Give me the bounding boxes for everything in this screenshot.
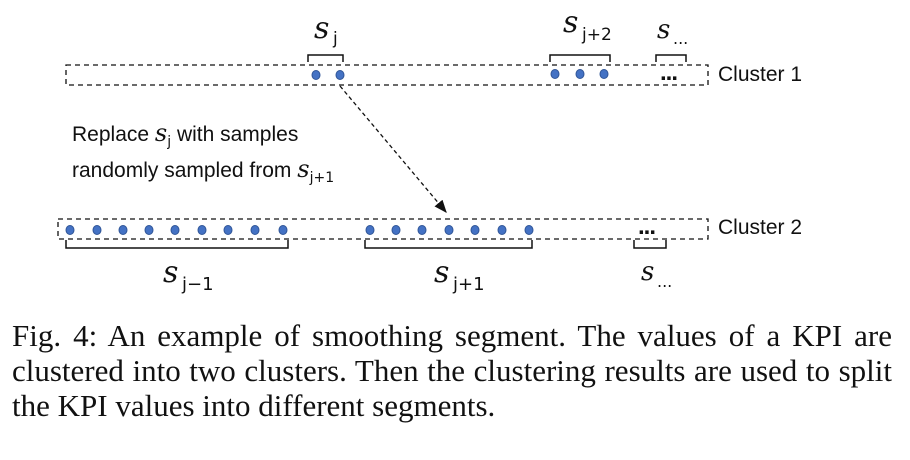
cluster-2-label: Cluster 2 [718, 216, 802, 239]
cluster-2-box [57, 218, 709, 240]
svg-text:Replace sj with samples: Replace sj with samples [72, 119, 298, 150]
svg-text:j+1: j+1 [452, 274, 485, 295]
segment-label-sj2: s j+2 [563, 5, 612, 45]
cluster-2-dots [65, 225, 534, 235]
svg-text:s: s [434, 255, 449, 290]
dot [497, 225, 507, 235]
dot [444, 225, 454, 235]
svg-text:s: s [657, 15, 670, 45]
dot [92, 225, 102, 235]
cluster-1-box [65, 64, 709, 86]
segment-label-sdots-bottom: s ... [641, 257, 672, 291]
dot [197, 225, 207, 235]
dot [365, 225, 375, 235]
dot [311, 70, 321, 80]
svg-text:j−1: j−1 [181, 274, 214, 295]
brace-sdots-bottom [633, 240, 667, 249]
dot [335, 70, 345, 80]
segment-label-sj+1: s j+1 [434, 255, 485, 295]
dot [118, 225, 128, 235]
ellipsis-top: ... [660, 59, 677, 86]
figure-caption: Fig. 4: An example of smoothing segment.… [12, 318, 892, 423]
ellipsis-bottom: ... [638, 213, 655, 240]
svg-text:...: ... [673, 29, 688, 48]
dot [575, 69, 585, 79]
segment-label-sj-1: s j−1 [163, 255, 214, 295]
dot [470, 225, 480, 235]
replace-annotation: Replace sj with samples randomly sampled… [72, 119, 334, 186]
svg-text:randomly sampled from sj+1: randomly sampled from sj+1 [72, 155, 334, 186]
cluster-1-label: Cluster 1 [718, 63, 802, 86]
dot [391, 225, 401, 235]
brace-sj-1 [65, 240, 289, 249]
dot [144, 225, 154, 235]
brace-sj+1 [364, 240, 533, 249]
svg-text:s: s [163, 255, 178, 290]
svg-text:...: ... [657, 272, 672, 291]
brace-sj [307, 54, 344, 62]
dot [524, 225, 534, 235]
dot [223, 225, 233, 235]
svg-text:s: s [641, 257, 654, 287]
svg-text:s: s [314, 11, 329, 46]
brace-sdots-top [655, 54, 687, 62]
dot [550, 69, 560, 79]
brace-sj2 [549, 54, 611, 62]
segment-label-sdots-top: s ... [657, 15, 688, 48]
cluster-1-dots [311, 69, 609, 80]
dot [250, 225, 260, 235]
svg-text:s: s [563, 5, 578, 40]
dot [278, 225, 288, 235]
dot [599, 69, 609, 79]
smoothing-segment-diagram: Cluster 1 ... s j s j+2 s ... Replace sj… [57, 5, 802, 295]
dot [65, 225, 75, 235]
svg-text:j+2: j+2 [581, 25, 612, 45]
dot [170, 225, 180, 235]
segment-label-sj: s j [314, 11, 338, 49]
dot [417, 225, 427, 235]
replace-arrow [339, 85, 447, 213]
svg-text:j: j [332, 29, 338, 49]
